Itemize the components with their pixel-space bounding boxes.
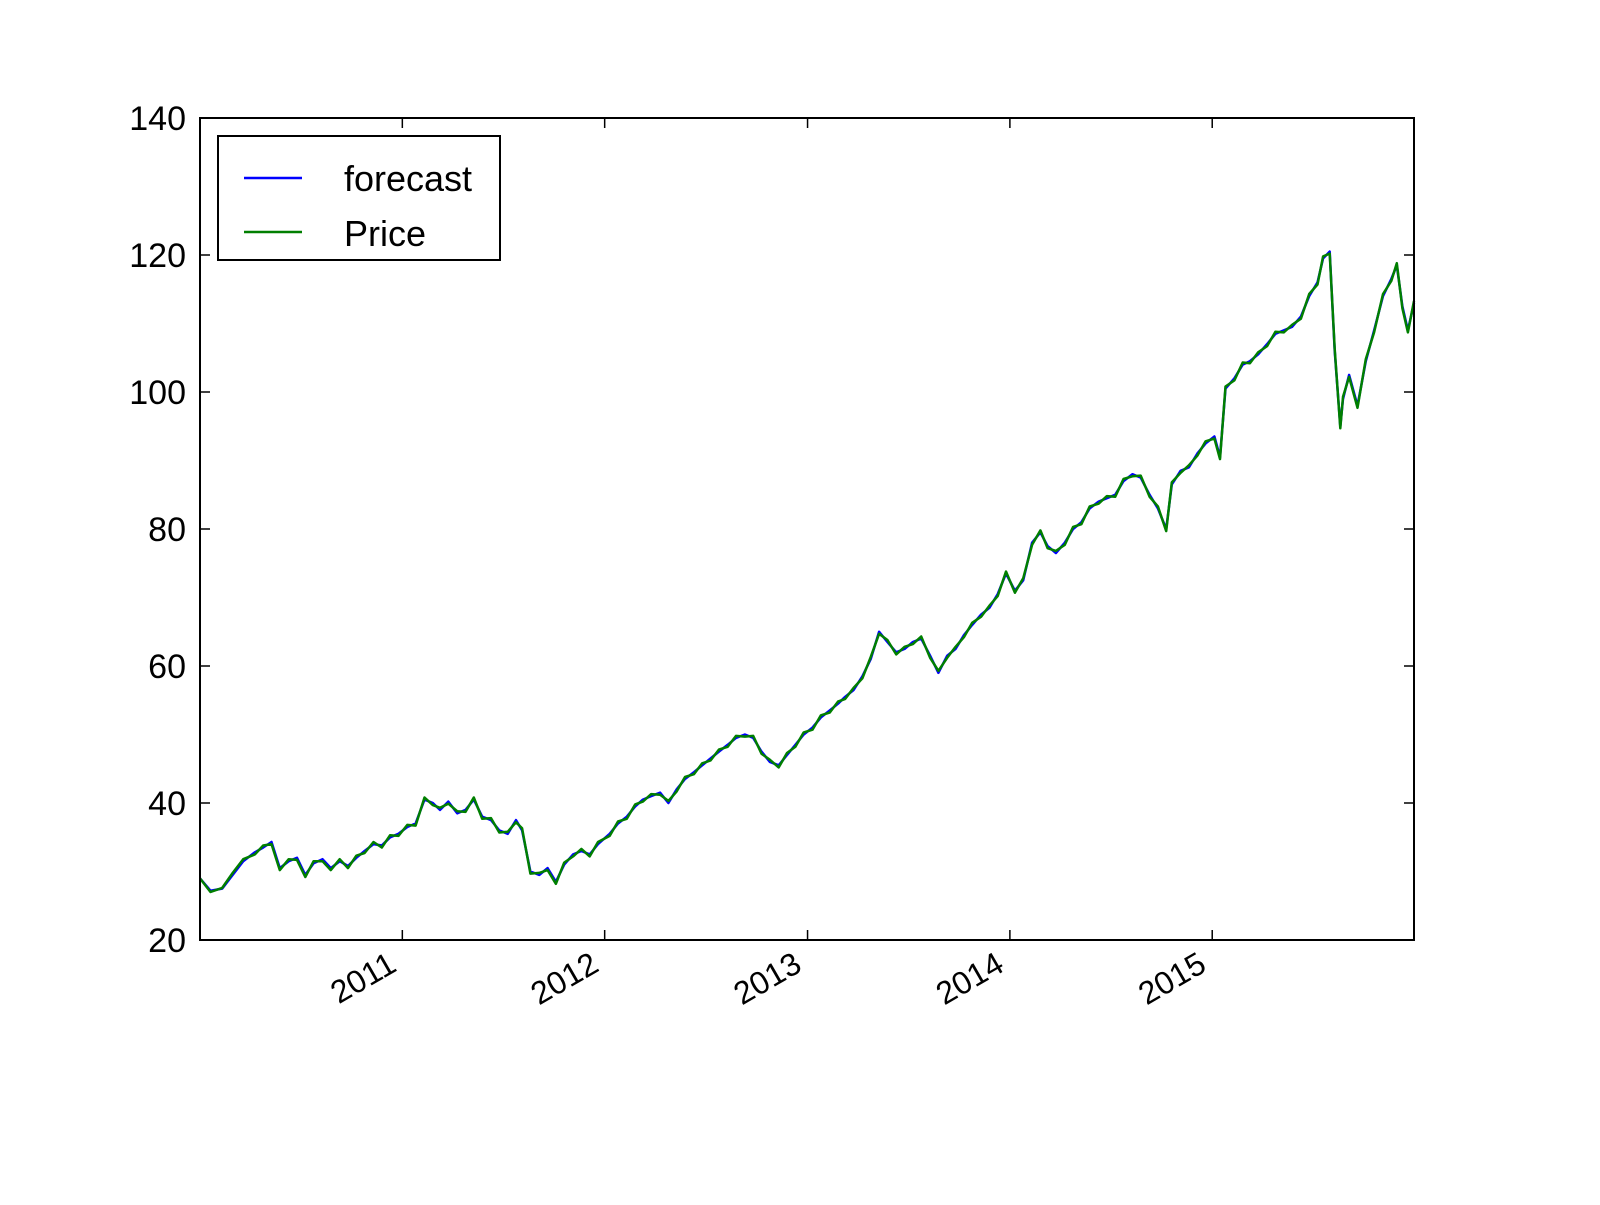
- series-line-forecast: [199, 250, 1416, 892]
- legend-box: [217, 135, 501, 261]
- x-tick-label: 2012: [525, 945, 605, 1012]
- y-tick-label: 40: [148, 785, 186, 823]
- series-line-price: [199, 252, 1416, 894]
- x-tick-label: 2015: [1132, 945, 1212, 1012]
- legend: forecast Price: [217, 135, 501, 261]
- series-lines: [199, 250, 1416, 894]
- y-tick-label: 100: [129, 374, 186, 412]
- y-tick-label: 60: [148, 648, 186, 686]
- x-tick-label: 2013: [727, 945, 807, 1012]
- y-tick-label: 20: [148, 922, 186, 960]
- legend-label-price: Price: [344, 213, 426, 254]
- x-tick-label: 2011: [324, 945, 402, 1011]
- plot-frame: [199, 117, 1415, 941]
- legend-label-forecast: forecast: [344, 158, 472, 199]
- y-tick-label: 140: [129, 100, 186, 138]
- y-tick-label: 120: [129, 237, 186, 275]
- x-tick-label: 2014: [930, 945, 1010, 1012]
- y-tick-label: 80: [148, 511, 186, 549]
